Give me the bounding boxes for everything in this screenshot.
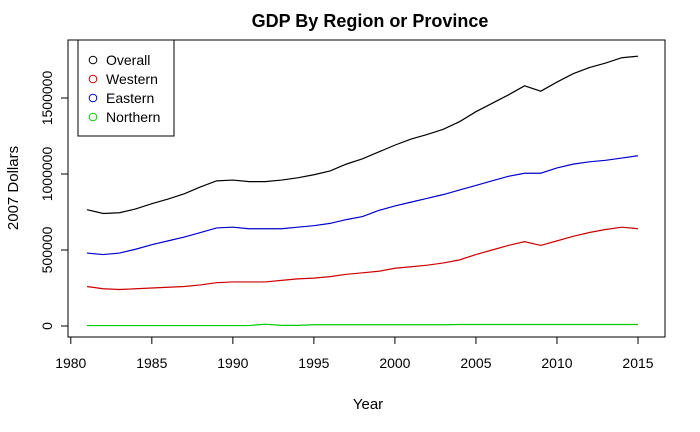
legend-label-overall: Overall xyxy=(106,52,150,68)
legend: Overall Western Eastern Northern xyxy=(77,39,175,137)
x-axis: 1980 1985 1990 1995 2000 2005 2010 2015 xyxy=(55,336,654,371)
x-tick-label: 1990 xyxy=(217,355,248,371)
x-tick-label: 1985 xyxy=(136,355,167,371)
x-tick-label: 1995 xyxy=(298,355,329,371)
series-line-western xyxy=(86,226,639,291)
x-tick-label: 2015 xyxy=(622,355,653,371)
legend-marker-northern xyxy=(88,112,98,122)
x-tick-label: 2000 xyxy=(379,355,410,371)
x-axis-label: Year xyxy=(353,396,383,413)
x-tick-label: 2005 xyxy=(460,355,491,371)
legend-label-western: Western xyxy=(106,71,158,87)
series-line-overall xyxy=(86,55,639,215)
x-tick-label: 1980 xyxy=(55,355,86,371)
legend-label-eastern: Eastern xyxy=(106,90,154,106)
series-line-northern xyxy=(87,323,638,327)
chart-title: GDP By Region or Province xyxy=(252,11,489,31)
legend-marker-overall xyxy=(88,55,98,65)
y-axis-label: 2007 Dollars xyxy=(5,146,22,230)
series-line-eastern xyxy=(86,155,639,256)
legend-marker-western xyxy=(88,74,98,84)
series-layer xyxy=(86,55,639,327)
y-tick-label: 1500000 xyxy=(39,71,55,126)
legend-marker-eastern xyxy=(88,93,98,103)
x-tick-label: 2010 xyxy=(541,355,572,371)
y-tick-label: 500000 xyxy=(39,226,55,273)
legend-label-northern: Northern xyxy=(106,109,160,125)
y-tick-label: 0 xyxy=(39,322,55,330)
y-axis: 0 500000 1000000 1500000 xyxy=(39,71,69,330)
y-tick-label: 1000000 xyxy=(39,147,55,202)
